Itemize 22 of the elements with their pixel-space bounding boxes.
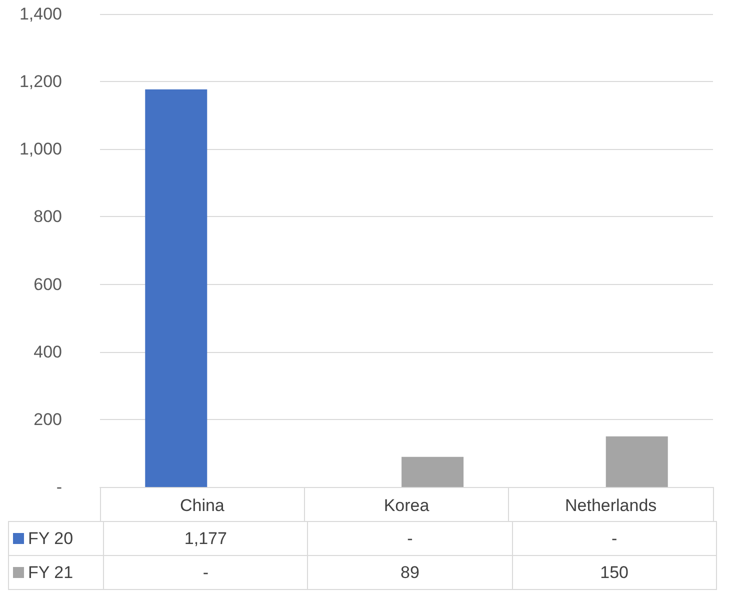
- x-tick-label: Netherlands: [564, 496, 657, 515]
- legend-label: FY 20: [8, 522, 104, 556]
- legend-label: FY 21: [8, 556, 104, 590]
- bar: [402, 456, 464, 487]
- data-label: 150: [512, 556, 716, 590]
- y-tick-label: 400: [34, 342, 62, 362]
- data-label: 1,177: [104, 522, 308, 556]
- y-tick-label: 200: [34, 410, 62, 429]
- bar: [606, 436, 668, 487]
- x-tick-label: Korea: [384, 496, 430, 515]
- y-tick-label: 600: [34, 274, 62, 294]
- data-label: 89: [308, 556, 512, 590]
- y-tick-label: 1,200: [19, 72, 62, 92]
- y-tick-label: 1,400: [19, 4, 62, 24]
- text: -: [611, 528, 618, 548]
- text: -: [407, 528, 413, 548]
- y-tick-label: 1,000: [19, 140, 62, 159]
- bar: [145, 89, 208, 487]
- y-tick-label: 800: [34, 207, 62, 226]
- y-tick-label: -: [56, 478, 62, 496]
- text: -: [202, 562, 208, 582]
- x-tick-label: China: [180, 496, 225, 515]
